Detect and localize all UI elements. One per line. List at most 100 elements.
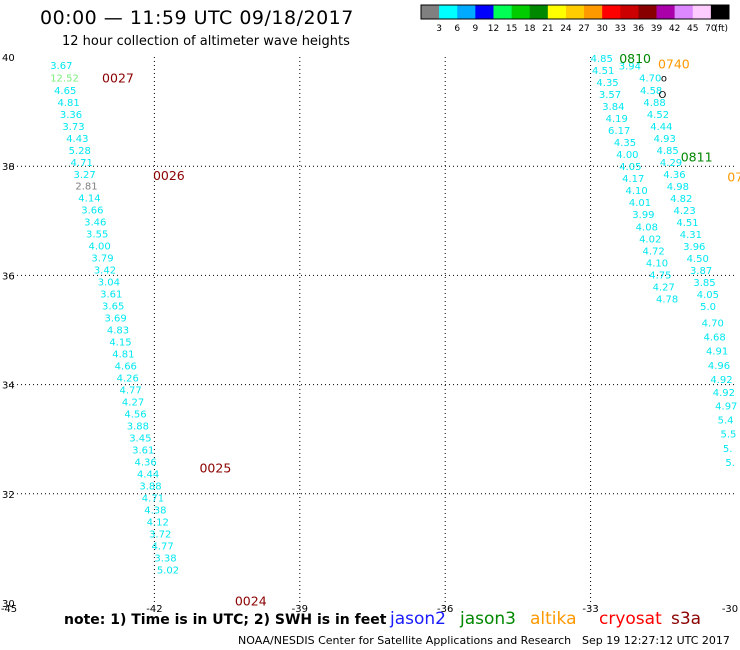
swh-value-s3a: 5.28 xyxy=(69,146,91,157)
swh-value-jason3: 4.72 xyxy=(642,246,664,257)
x-tick-label: -45 xyxy=(1,604,17,615)
swh-value-altika: 4.97 xyxy=(715,401,737,412)
legend-swatch xyxy=(710,5,730,19)
swh-value-s3a: 4.56 xyxy=(124,410,146,421)
swh-value-altika: 3.87 xyxy=(690,266,712,277)
swh-value-s3a: 3.88 xyxy=(139,482,161,493)
swh-value-s3a: 3.73 xyxy=(62,122,84,133)
legend-frame xyxy=(420,4,730,20)
legend-swatch xyxy=(656,5,675,19)
legend-bin-label: 15 xyxy=(506,24,517,34)
legend-bin-label: 9 xyxy=(472,24,478,34)
swh-value-s3a: 4.00 xyxy=(88,241,110,252)
swh-value-altika: 4.82 xyxy=(670,194,692,205)
swh-value-s3a: 4.14 xyxy=(78,193,100,204)
swh-value-altika: 4.96 xyxy=(708,361,730,372)
swh-value-jason3: 4.85 xyxy=(591,54,613,65)
swh-value-s3a: 4.66 xyxy=(115,361,137,372)
legend-bin-label: 30 xyxy=(596,24,608,34)
x-tick-label: -39 xyxy=(292,604,308,615)
legend-swatch xyxy=(529,5,549,19)
pass-marker: O xyxy=(658,90,666,101)
swh-value-jason3: 4.00 xyxy=(616,150,638,161)
swh-value-s3a: 3.66 xyxy=(81,205,103,216)
swh-value-jason3: 4.27 xyxy=(653,282,675,293)
swh-value-s3a: 3.04 xyxy=(98,277,120,288)
legend-swatch xyxy=(439,5,458,19)
legend-swatch xyxy=(620,5,639,19)
swh-value-s3a: 2.81 xyxy=(75,181,97,192)
swh-value-jason3: 4.01 xyxy=(629,198,651,209)
swh-value-s3a: 3.72 xyxy=(149,530,171,541)
swh-value-s3a: 3.36 xyxy=(60,110,82,121)
satellite-legend-cryosat: cryosat xyxy=(599,609,662,629)
satellite-legend-altika: altika xyxy=(530,609,577,629)
legend-bin-label: 33 xyxy=(615,24,626,34)
swh-value-altika: 4.70 xyxy=(639,74,661,85)
swh-value-s3a: 4.71 xyxy=(142,494,164,505)
swh-value-jason3: 4.75 xyxy=(649,270,671,281)
track-labels: 0027 0026 0025 0024 0810 0811 0740 07 xyxy=(102,51,740,608)
swh-value-jason3: 6.17 xyxy=(608,126,630,137)
swh-value-s3a: 3.55 xyxy=(86,229,108,240)
y-tick-label: 32 xyxy=(2,490,15,501)
swh-value-altika: 4.05 xyxy=(697,290,719,301)
grid-lines xyxy=(9,57,736,603)
pass-time-label: 0811 xyxy=(681,149,713,164)
legend-swatch xyxy=(638,5,657,19)
legend-bin-label: 42 xyxy=(669,24,680,34)
swh-value-s3a: 4.81 xyxy=(112,349,134,360)
legend-bin-label: 12 xyxy=(488,24,499,34)
swh-value-jason3: 4.17 xyxy=(622,174,644,185)
axis-ticks: -45 -42 -39 -36 -33 -30 40 38 36 34 32 30 xyxy=(1,53,738,615)
color-legend: 3 6 9 12 15 18 21 24 27 30 33 36 39 42 45 70(ft) xyxy=(420,4,730,34)
y-tick-label: 30 xyxy=(2,599,15,610)
swh-value-altika: 5.4 xyxy=(718,416,734,427)
swh-value-s3a: 4.81 xyxy=(57,98,79,109)
pass-time-label: 0810 xyxy=(619,51,651,66)
swh-value-s3a: 4.83 xyxy=(107,325,129,336)
swh-value-jason3: 3.57 xyxy=(599,90,621,101)
swh-value-jason3: 4.10 xyxy=(646,258,668,269)
x-tick-label: -33 xyxy=(582,604,598,615)
swh-value-s3a: 4.44 xyxy=(137,470,159,481)
legend-bin-label: 3 xyxy=(436,24,442,34)
y-tick-label: 40 xyxy=(2,53,15,64)
legend-swatch xyxy=(547,5,567,19)
legend-bin-label: 45 xyxy=(687,24,698,34)
x-tick-label: -36 xyxy=(437,604,453,615)
y-tick-label: 38 xyxy=(2,162,15,173)
swh-value-jason3: 4.35 xyxy=(614,138,636,149)
swh-value-s3a: 4.43 xyxy=(66,134,88,145)
swh-value-jason3: 4.10 xyxy=(625,186,647,197)
pass-time-label: 0026 xyxy=(153,168,185,183)
legend-bin-label: 27 xyxy=(578,24,589,34)
swh-value-jason3: 4.08 xyxy=(636,222,658,233)
swh-value-s3a: 4.71 xyxy=(71,158,93,169)
swh-value-jason3: 4.51 xyxy=(592,66,614,77)
legend-swatch xyxy=(475,5,494,19)
swh-value-altika: 4.88 xyxy=(643,98,665,109)
swh-value-s3a: 4.38 xyxy=(144,506,166,517)
swh-value-altika: 4.85 xyxy=(657,146,679,157)
swh-value-altika: 3.85 xyxy=(693,278,715,289)
swh-value-jason3: 3.84 xyxy=(602,102,624,113)
swh-value-altika: 4.58 xyxy=(640,86,662,97)
legend-swatch xyxy=(457,5,476,19)
swh-value-s3a: 4.65 xyxy=(54,86,76,97)
swh-value-altika: 3.96 xyxy=(683,242,705,253)
satellite-legend-s3a: s3a xyxy=(671,609,702,629)
swh-value-altika: 4.70 xyxy=(702,318,724,329)
swh-value-altika: 5. xyxy=(723,444,733,455)
swh-value-altika: 4.92 xyxy=(710,375,732,386)
satellite-legend-jason2: jason2 xyxy=(390,609,446,629)
footer-credit: NOAA/NESDIS Center for Satellite Applica… xyxy=(238,634,572,647)
satellite-legend-jason3: jason3 xyxy=(460,609,516,629)
swh-value-jason3: 4.78 xyxy=(656,294,678,305)
swh-value-s3a: 12.52 xyxy=(50,74,79,85)
swh-value-s3a: 5.02 xyxy=(157,566,179,577)
legend-bin-label: 18 xyxy=(524,24,536,34)
swh-value-altika: 4.92 xyxy=(713,388,735,399)
swh-value-s3a: 3.88 xyxy=(127,422,149,433)
